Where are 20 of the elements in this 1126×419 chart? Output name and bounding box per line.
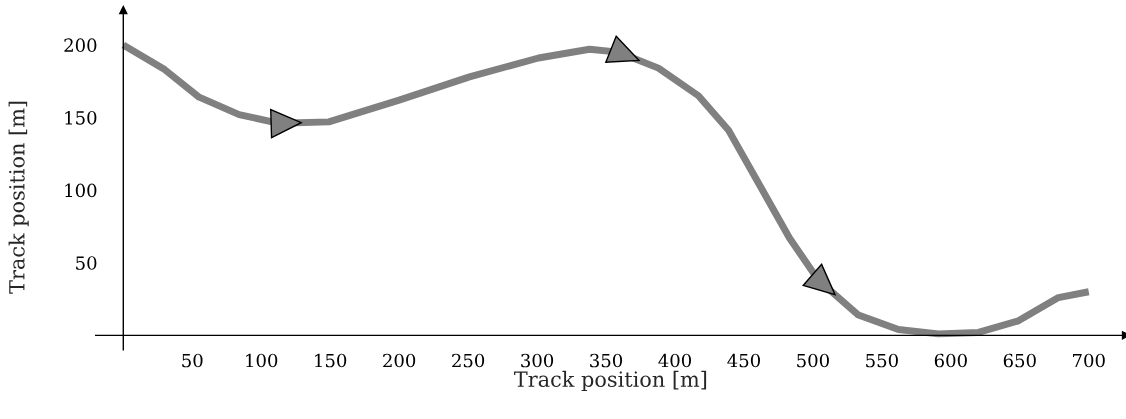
x-tick-label: 100 <box>246 353 278 368</box>
y-axis-title: Track position [m] <box>8 101 29 294</box>
x-tick-label: 50 <box>182 353 203 368</box>
x-tick-label: 500 <box>797 353 829 368</box>
x-tick-label: 300 <box>521 353 554 368</box>
y-tick-label: 200 <box>64 38 97 53</box>
x-tick-label: 650 <box>1003 353 1036 368</box>
x-tick-label: 600 <box>934 353 967 368</box>
y-tick-label: 150 <box>65 110 97 125</box>
x-tick-label: 350 <box>590 353 623 368</box>
x-tick-label: 550 <box>866 353 898 368</box>
x-tick-label: 400 <box>658 353 692 368</box>
y-tick-label: 100 <box>65 183 97 198</box>
x-tick-label: 250 <box>452 353 485 368</box>
x-tick-label: 450 <box>727 353 760 368</box>
x-tick-label: 200 <box>383 353 416 368</box>
x-tick-label: 700 <box>1073 353 1105 368</box>
x-axis-title: Track position [m] <box>514 370 707 392</box>
y-tick-label: 50 <box>76 256 97 270</box>
x-tick-label: 150 <box>315 353 347 368</box>
